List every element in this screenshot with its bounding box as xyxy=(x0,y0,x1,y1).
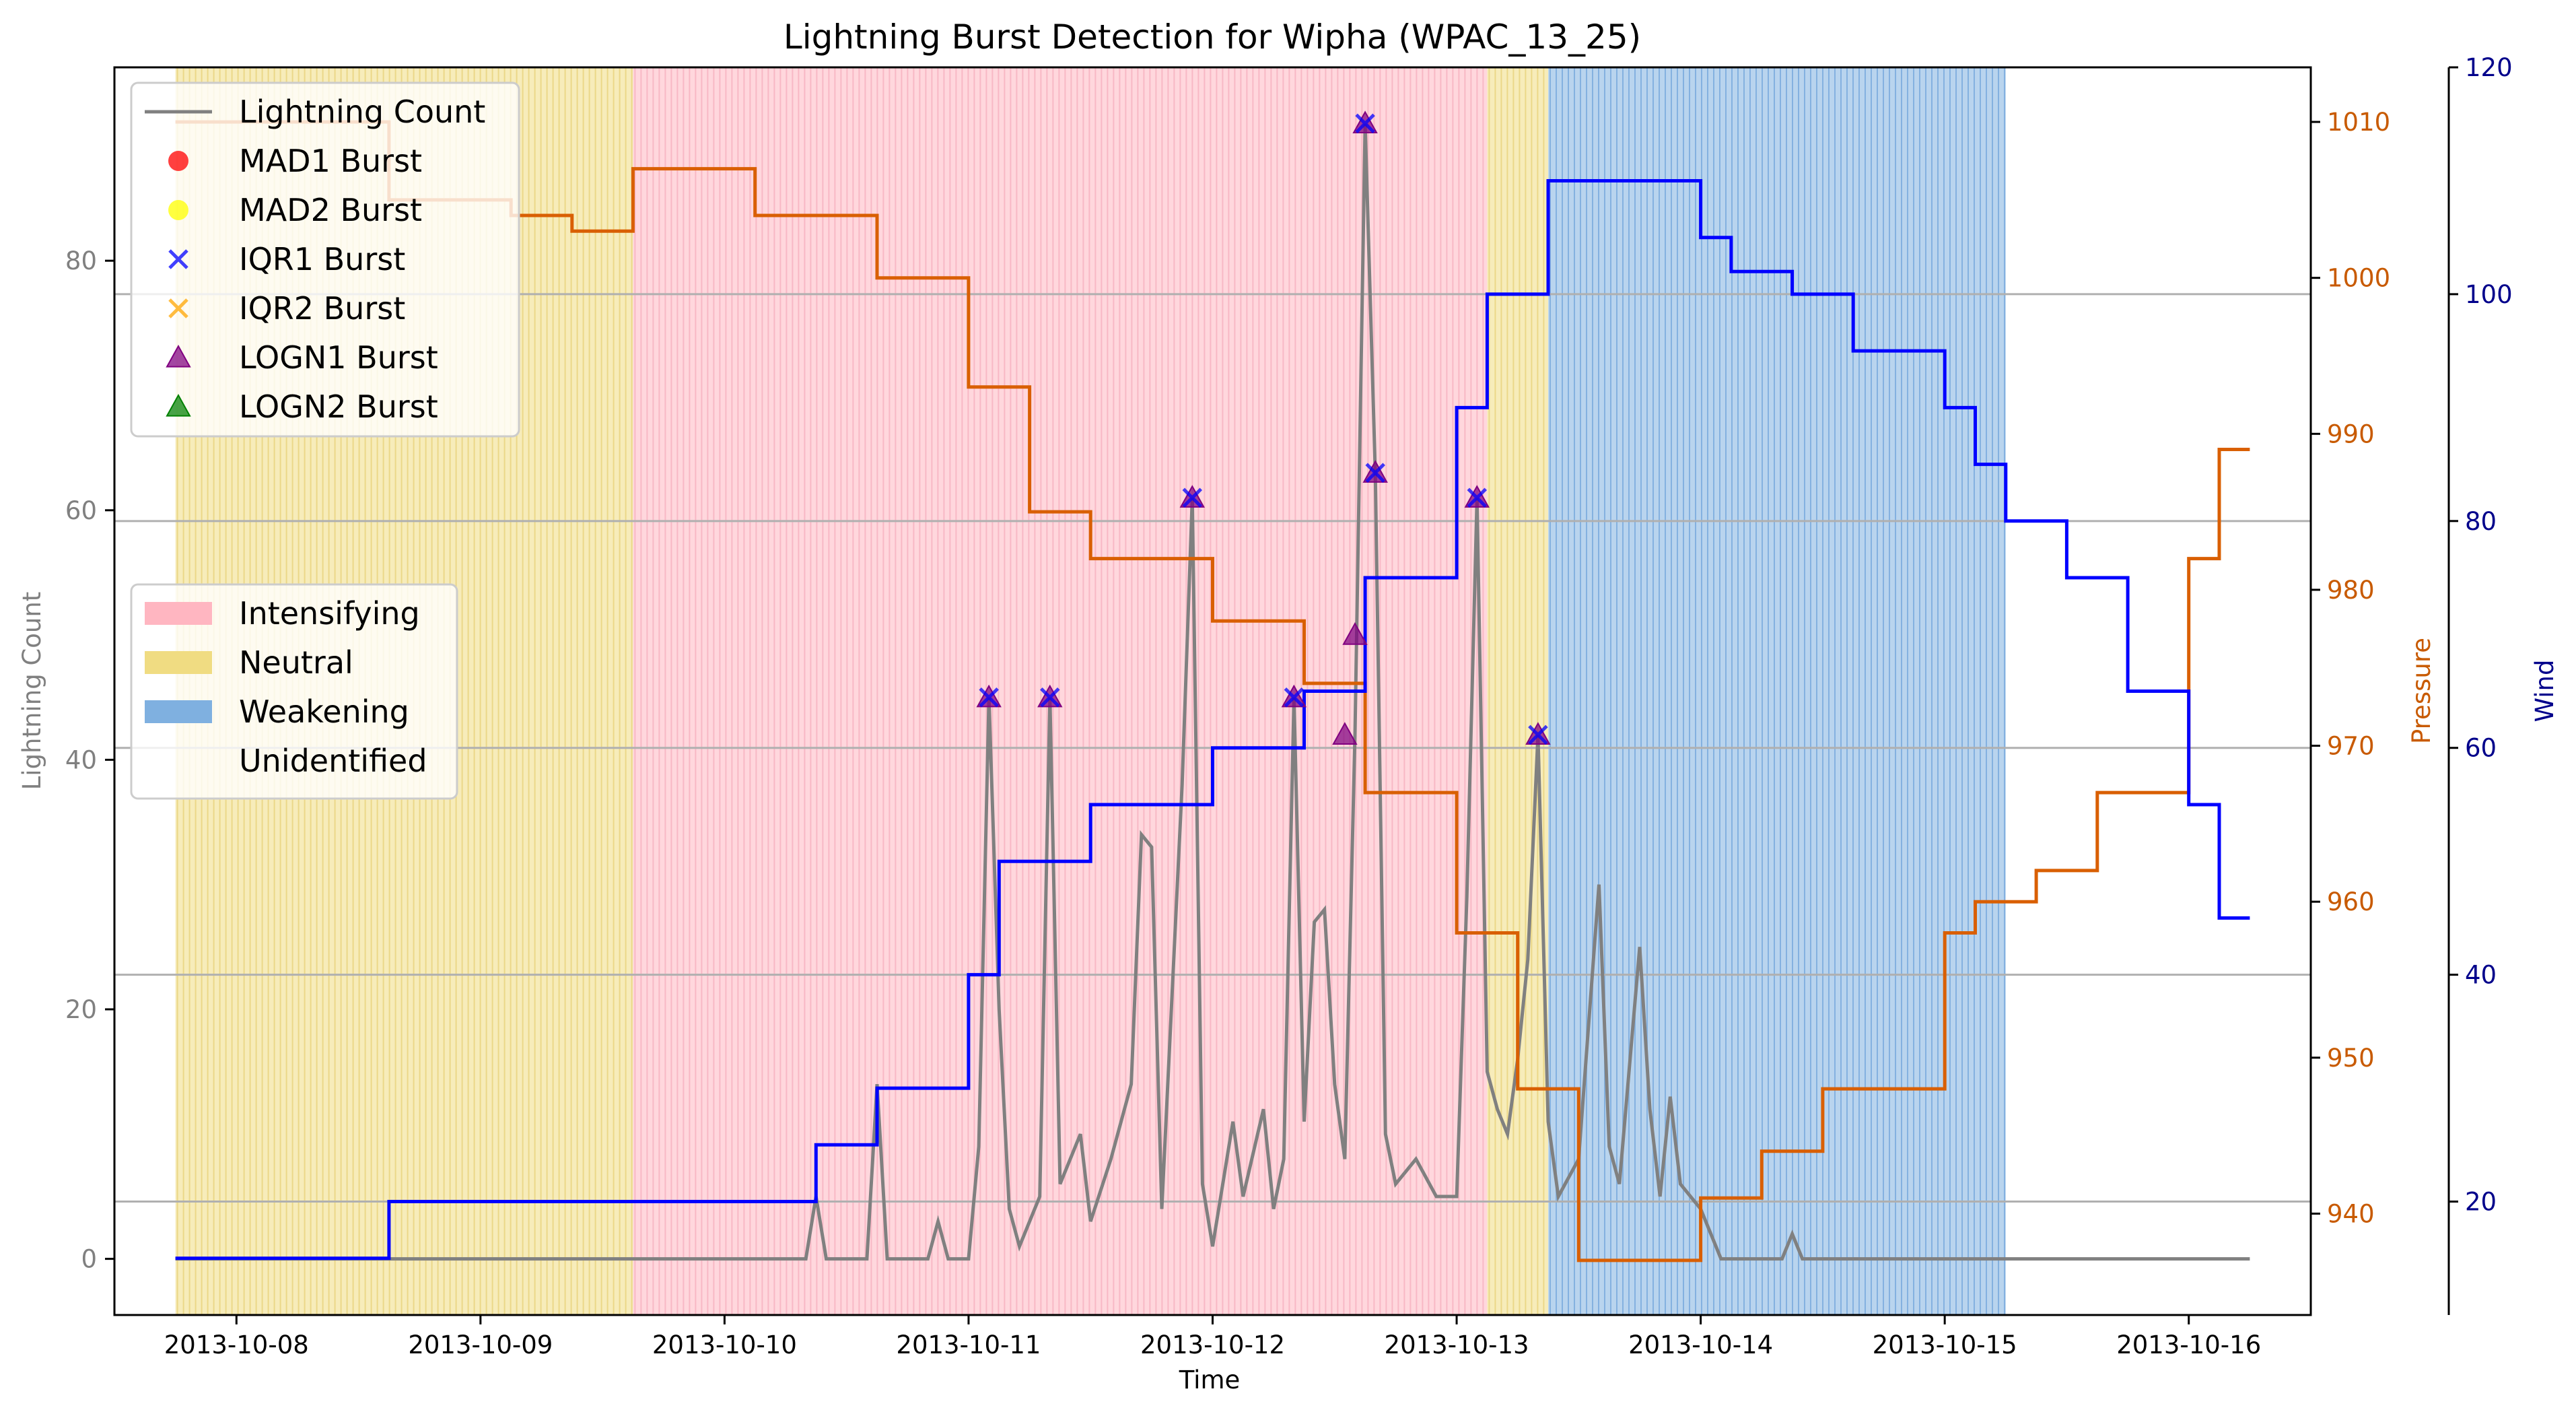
wind-line xyxy=(175,179,2250,1260)
legend-entry-neutral: Neutral xyxy=(145,644,353,681)
legend-swatch-4 xyxy=(168,298,188,318)
legend-entry-intensifying: Intensifying xyxy=(145,595,420,632)
legend-entry-weakening: Weakening xyxy=(145,694,409,730)
pressure-tick-label-3: 970 xyxy=(2327,732,2375,761)
pressure-tick-label-0: 940 xyxy=(2327,1199,2375,1228)
legend-swatch-5 xyxy=(166,344,191,368)
legend-entry-lightning-count: Lightning Count xyxy=(145,94,485,130)
left-tick-label-4: 80 xyxy=(65,246,97,275)
legend-entry-iqr2-burst: IQR2 Burst xyxy=(168,290,405,327)
pressure-tick-label-5: 990 xyxy=(2327,419,2375,448)
x-axis-label: Time xyxy=(1179,1366,1241,1394)
legend-entry-mad2-burst: MAD2 Burst xyxy=(168,192,422,228)
y-axis-label-wind: Wind xyxy=(2530,660,2559,722)
iqr1-burst-marker-6 xyxy=(1467,487,1488,508)
iqr1-burst-marker-3 xyxy=(1284,687,1304,708)
legend-swatch-2 xyxy=(168,200,188,220)
pressure-tick-label-7: 1010 xyxy=(2327,108,2390,137)
legend-entry-unidentified: Unidentified xyxy=(239,743,427,779)
phase-band-weakening-3 xyxy=(1548,67,2006,1315)
svg-text:IQR1 Burst: IQR1 Burst xyxy=(239,241,405,277)
svg-text:Lightning Count: Lightning Count xyxy=(239,94,485,130)
iqr1-burst-marker-0 xyxy=(979,687,999,708)
left-tick-label-1: 20 xyxy=(65,995,97,1024)
lightning-count-line xyxy=(175,123,2250,1261)
pressure-tick-label-4: 980 xyxy=(2327,576,2375,605)
x-tick-label-8: 2013-10-16 xyxy=(2116,1330,2261,1359)
logn1-burst-marker-4 xyxy=(1332,722,1358,745)
left-tick-label-2: 40 xyxy=(65,745,97,774)
wind-tick-label-0: 20 xyxy=(2465,1188,2497,1217)
svg-text:IQR2 Burst: IQR2 Burst xyxy=(239,290,405,327)
y-axis-label-pressure: Pressure xyxy=(2407,638,2436,744)
logn1-burst-marker-5 xyxy=(1342,622,1368,645)
svg-text:MAD1 Burst: MAD1 Burst xyxy=(239,143,422,179)
x-tick-label-2: 2013-10-10 xyxy=(652,1330,797,1359)
x-tick-label-0: 2013-10-08 xyxy=(164,1330,309,1359)
legend-swatch-6 xyxy=(166,393,191,417)
wind-tick-label-5: 120 xyxy=(2465,53,2513,82)
svg-text:LOGN2 Burst: LOGN2 Burst xyxy=(239,389,438,425)
x-tick-label-5: 2013-10-13 xyxy=(1385,1330,1529,1359)
legend-entry-mad1-burst: MAD1 Burst xyxy=(168,143,422,179)
legend-entry-iqr1-burst: IQR1 Burst xyxy=(168,241,405,277)
phase-legend: Intensifying Neutral Weakening Unidentified xyxy=(130,583,458,800)
iqr1-burst-marker-1 xyxy=(1040,687,1060,708)
wind-tick-label-2: 60 xyxy=(2465,734,2497,763)
iqr1-burst-marker-4 xyxy=(1355,113,1375,134)
x-tick-label-6: 2013-10-14 xyxy=(1628,1330,1773,1359)
pressure-tick-label-2: 960 xyxy=(2327,887,2375,916)
iqr1-burst-marker-7 xyxy=(1528,724,1548,745)
svg-text:Weakening: Weakening xyxy=(239,694,409,730)
pressure-tick-label-1: 950 xyxy=(2327,1044,2375,1073)
left-tick-label-0: 0 xyxy=(81,1245,97,1274)
wind-tick-label-1: 40 xyxy=(2465,961,2497,990)
svg-text:Neutral: Neutral xyxy=(239,644,353,681)
pressure-line xyxy=(175,120,2250,1262)
svg-text:LOGN1 Burst: LOGN1 Burst xyxy=(239,339,438,376)
x-tick-label-3: 2013-10-11 xyxy=(896,1330,1041,1359)
x-tick-label-4: 2013-10-12 xyxy=(1140,1330,1285,1359)
svg-text:MAD2 Burst: MAD2 Burst xyxy=(239,192,422,228)
legend-entry-logn1-burst: LOGN1 Burst xyxy=(166,339,438,376)
iqr1-burst-marker-5 xyxy=(1365,463,1385,483)
pressure-tick-label-6: 1000 xyxy=(2327,264,2390,293)
legend-swatch-3 xyxy=(168,249,188,269)
wind-tick-label-3: 80 xyxy=(2465,507,2497,536)
wind-tick-label-4: 100 xyxy=(2465,280,2513,309)
x-tick-label-7: 2013-10-15 xyxy=(1873,1330,2017,1359)
svg-text:Unidentified: Unidentified xyxy=(239,743,427,779)
marker-legend: Lightning Count MAD1 Burst MAD2 Burst IQR1 … xyxy=(130,81,520,438)
x-tick-label-1: 2013-10-09 xyxy=(408,1330,553,1359)
legend-entry-logn2-burst: LOGN2 Burst xyxy=(166,389,438,425)
chart-title: Lightning Burst Detection for Wipha (WPA… xyxy=(784,18,1641,57)
phase-band-neutral-2 xyxy=(1487,67,1549,1315)
left-tick-label-3: 60 xyxy=(65,496,97,525)
svg-text:Intensifying: Intensifying xyxy=(239,595,420,632)
legend-swatch-1 xyxy=(168,151,188,171)
y-axis-label-lightning: Lightning Count xyxy=(18,592,46,790)
iqr1-burst-marker-2 xyxy=(1182,487,1203,508)
